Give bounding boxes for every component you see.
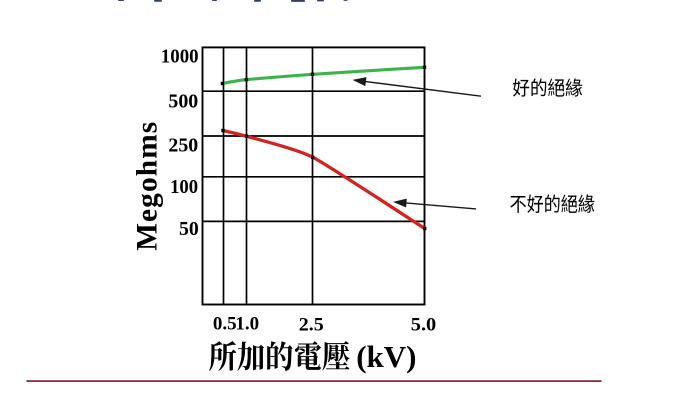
svg-text:100: 100: [170, 176, 198, 198]
svg-text:1000: 1000: [161, 45, 199, 67]
svg-text:5.0: 5.0: [411, 315, 437, 336]
svg-text:50: 50: [179, 218, 199, 240]
svg-text:2.5: 2.5: [299, 315, 324, 336]
svg-text:500: 500: [168, 91, 198, 113]
svg-text:(kV): (kV): [356, 339, 416, 374]
svg-text:250: 250: [168, 135, 198, 157]
svg-text:0.5: 0.5: [213, 314, 237, 335]
svg-text:1.0: 1.0: [235, 314, 259, 335]
svg-text:Megohms: Megohms: [132, 121, 164, 251]
